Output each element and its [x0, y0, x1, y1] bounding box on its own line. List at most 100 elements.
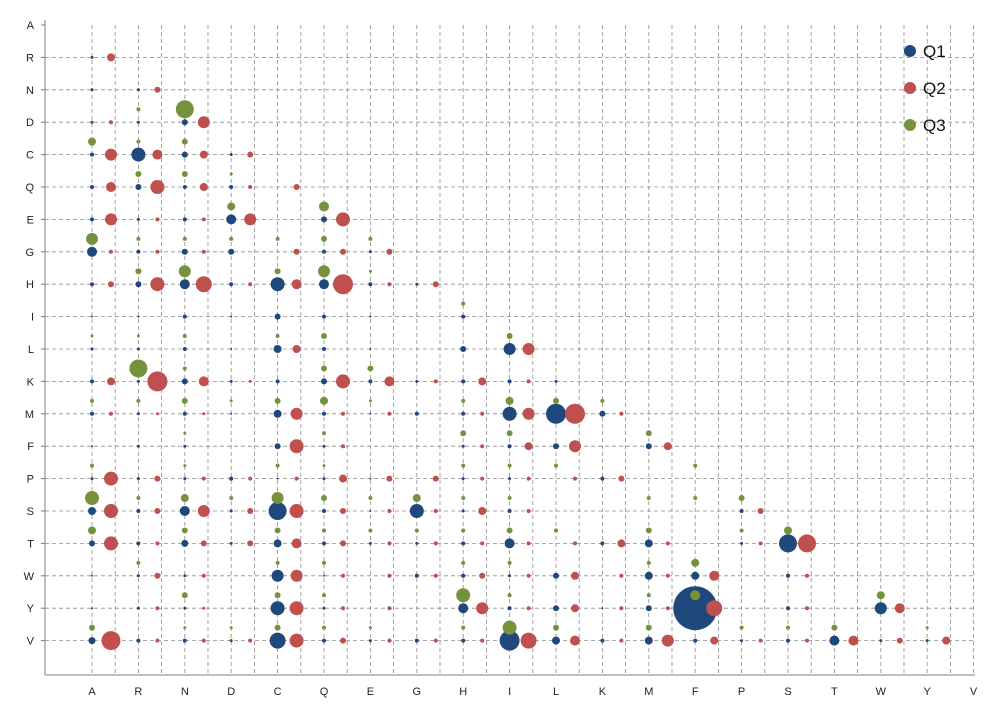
bubble-q1-r-p: [136, 477, 140, 481]
bubble-q3-c-w: [275, 560, 280, 565]
bubble-q3-q-h: [318, 265, 330, 278]
bubble-q2-n-c: [199, 150, 208, 159]
bubble-q1-c-h: [270, 277, 285, 292]
bubble-q1-w-v: [879, 639, 883, 643]
bubble-q2-c-h: [291, 279, 302, 290]
bubble-q1-p-s: [739, 509, 744, 513]
bubble-q3-n-f: [183, 431, 187, 435]
bubble-q1-e-g: [368, 250, 372, 254]
bubble-q3-q-y: [322, 593, 326, 598]
bubble-q3-q-g: [321, 235, 327, 242]
bubble-q3-r-w: [136, 560, 141, 565]
bubble-q1-g-k: [415, 379, 419, 383]
bubble-q2-c-y: [289, 601, 304, 616]
x-tick-label-m: M: [644, 686, 653, 698]
bubble-q3-l-p: [554, 463, 558, 468]
bubble-q1-h-l: [460, 346, 467, 352]
bubble-q2-i-v: [520, 632, 537, 649]
bubble-q3-n-g: [182, 236, 187, 241]
bubble-q2-a-m: [109, 411, 113, 416]
bubble-q3-r-c: [136, 139, 141, 144]
y-tick-label-v: V: [27, 636, 35, 648]
bubble-q1-g-s: [409, 504, 424, 518]
bubble-q2-a-e: [105, 213, 117, 226]
bubble-q2-n-t: [200, 540, 207, 547]
bubble-q1-r-m: [136, 412, 140, 416]
x-tick-label-i: I: [508, 686, 511, 698]
bubble-q3-d-m: [229, 399, 233, 403]
bubble-q1-d-k: [229, 379, 233, 383]
bubble-q3-g-s: [412, 494, 421, 503]
bubble-q1-e-p: [369, 477, 372, 480]
bubble-q1-q-g: [322, 249, 326, 254]
bubble-q2-i-m: [522, 407, 535, 420]
bubble-q3-m-w: [646, 560, 651, 565]
bubble-q3-h-v: [461, 625, 466, 630]
bubble-q3-i-v: [502, 620, 517, 635]
bubble-q2-q-y: [341, 606, 345, 611]
bubble-q1-c-k: [275, 379, 280, 384]
bubble-q2-c-m: [290, 407, 303, 420]
bubble-q1-l-w: [553, 572, 559, 579]
bubble-q1-a-d: [90, 120, 94, 124]
bubble-q1-i-v: [499, 630, 520, 651]
y-tick-label-a: A: [27, 20, 35, 32]
bubble-q1-d-c: [229, 153, 233, 157]
bubble-q1-q-f: [322, 444, 326, 448]
bubble-q2-h-m: [480, 411, 485, 416]
bubble-q3-c-m: [274, 397, 281, 404]
bubble-q3-e-s: [368, 496, 373, 501]
bubble-q1-s-t: [779, 534, 797, 553]
bubble-q2-r-n: [154, 86, 161, 93]
bubble-q1-i-t: [504, 538, 515, 549]
y-tick-label-f: F: [27, 441, 34, 453]
bubble-q1-r-c: [131, 147, 146, 162]
bubble-q2-k-t: [617, 539, 626, 548]
bubble-q2-d-p: [248, 476, 253, 481]
bubble-q2-c-t: [291, 538, 302, 549]
bubble-q2-e-k: [384, 376, 395, 387]
bubble-q3-r-g: [136, 236, 141, 241]
bubble-q3-i-p: [507, 463, 512, 468]
bubble-q1-q-s: [322, 509, 326, 513]
bubble-q2-f-v: [710, 636, 719, 645]
bubble-q2-g-t: [433, 541, 438, 546]
bubble-q3-h-i: [461, 301, 466, 306]
bubble-q1-a-w: [91, 574, 93, 577]
bubble-q1-a-p: [90, 477, 94, 481]
bubble-q2-n-e: [201, 217, 206, 222]
bubble-q3-f-y: [690, 590, 701, 601]
bubble-q3-q-v: [322, 625, 326, 630]
bubble-q3-l-v: [553, 624, 559, 631]
bubble-q2-k-v: [619, 638, 624, 643]
bubble-q2-s-t: [798, 534, 816, 553]
bubble-q3-d-g: [229, 236, 234, 241]
bubble-q1-e-m: [369, 412, 372, 415]
bubble-q3-r-k: [129, 359, 148, 378]
bubble-q1-k-m: [599, 410, 606, 417]
bubble-q1-q-e: [321, 216, 327, 223]
bubble-q3-g-t: [414, 528, 419, 533]
bubble-q1-h-f: [461, 444, 465, 448]
bubble-q2-k-w: [619, 573, 624, 578]
bubble-q2-s-y: [805, 606, 809, 611]
bubble-q1-r-e: [136, 217, 140, 221]
bubble-q3-i-y: [507, 593, 512, 598]
bubble-q2-a-r: [107, 53, 115, 62]
bubble-q1-a-m: [90, 411, 94, 416]
bubble-q3-a-m: [90, 398, 94, 403]
bubble-q3-n-k: [182, 366, 187, 371]
bubble-q2-q-g: [340, 248, 346, 255]
x-tick-label-e: E: [367, 686, 374, 698]
bubble-q2-c-f: [289, 439, 304, 454]
bubble-q1-y-v: [925, 639, 929, 643]
bubble-q2-c-w: [290, 569, 303, 582]
axes: [41, 20, 975, 676]
legend-marker-q1: [904, 45, 916, 57]
bubble-q2-d-h: [248, 282, 253, 287]
y-tick-label-s: S: [27, 506, 34, 518]
bubble-q2-y-v: [942, 636, 951, 645]
bubble-q1-n-m: [182, 411, 187, 416]
bubble-q1-h-m: [461, 411, 466, 416]
